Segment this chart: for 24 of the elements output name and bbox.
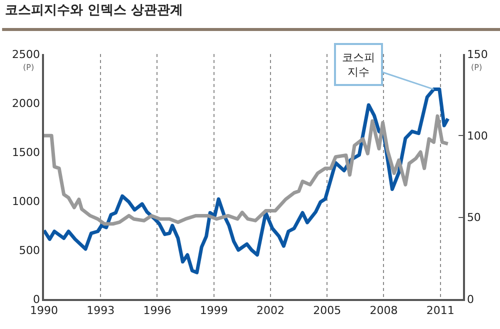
y-tick-label: 2500 bbox=[12, 48, 40, 61]
x-tick-label: 2008 bbox=[370, 304, 398, 317]
y-axis-title: (P) bbox=[23, 63, 34, 72]
y2-axis-title: (P) bbox=[471, 63, 482, 72]
y2-tick-label: 0 bbox=[466, 292, 474, 306]
line-series bbox=[44, 114, 450, 226]
x-tick-label: 2002 bbox=[256, 304, 284, 317]
y2-tick-label: 150 bbox=[466, 48, 488, 61]
x-tick-label: 1996 bbox=[143, 304, 172, 317]
x-tick-label: 2005 bbox=[313, 304, 342, 317]
y-tick-label: 1000 bbox=[12, 194, 40, 208]
x-tick-label: 1993 bbox=[86, 304, 115, 317]
y-tick-label: 1500 bbox=[12, 146, 40, 159]
y-tick-label: 0 bbox=[33, 292, 40, 306]
x-tick-label: 1990 bbox=[30, 304, 58, 317]
x-tick-label: 2011 bbox=[426, 304, 454, 317]
y-tick-label: 2000 bbox=[12, 96, 40, 110]
y-tick-label: 500 bbox=[19, 244, 40, 257]
chart-title: 코스피지수와 인덱스 상관관계 bbox=[5, 3, 184, 18]
y2-tick-label: 100 bbox=[466, 130, 488, 143]
y2-tick-label: 50 bbox=[466, 211, 481, 224]
text: 코스피 지수 bbox=[342, 51, 375, 78]
x-tick-label: 1999 bbox=[200, 304, 228, 317]
line-series bbox=[44, 88, 450, 274]
